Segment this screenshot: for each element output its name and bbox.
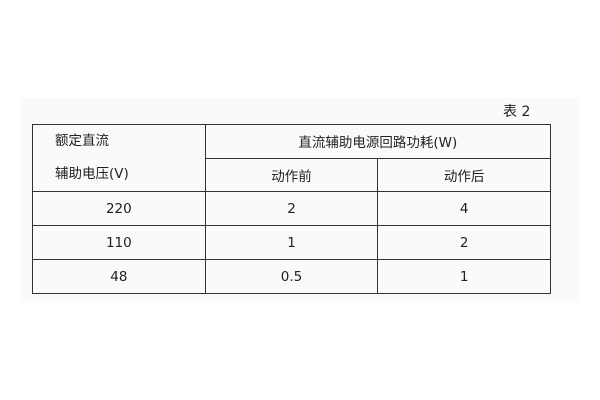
subheader-before-action: 动作前	[204, 157, 379, 192]
table-caption: 表 2	[503, 104, 531, 120]
cell-before: 1	[204, 225, 379, 260]
cell-voltage: 48	[32, 259, 206, 294]
subheader-after-action: 动作后	[377, 157, 551, 192]
header-left-line-2: 辅助电压(V)	[55, 166, 129, 182]
cell-after: 1	[377, 259, 551, 294]
cell-after: 2	[377, 225, 551, 260]
cell-after: 4	[377, 191, 551, 226]
header-left-line-1: 额定直流	[55, 133, 109, 149]
table-row: 48 0.5 1	[32, 259, 551, 294]
header-power-consumption: 直流辅助电源回路功耗(W)	[204, 124, 552, 159]
cell-before: 0.5	[204, 259, 379, 294]
header-rated-voltage: 额定直流 辅助电压(V)	[32, 124, 206, 192]
cell-before: 2	[204, 191, 379, 226]
cell-voltage: 220	[32, 191, 206, 226]
table-row: 220 2 4	[32, 191, 551, 226]
cell-voltage: 110	[32, 225, 206, 260]
table-row: 110 1 2	[32, 225, 551, 260]
power-consumption-table: 额定直流 辅助电压(V) 直流辅助电源回路功耗(W) 动作前 动作后 220 2…	[32, 124, 552, 294]
